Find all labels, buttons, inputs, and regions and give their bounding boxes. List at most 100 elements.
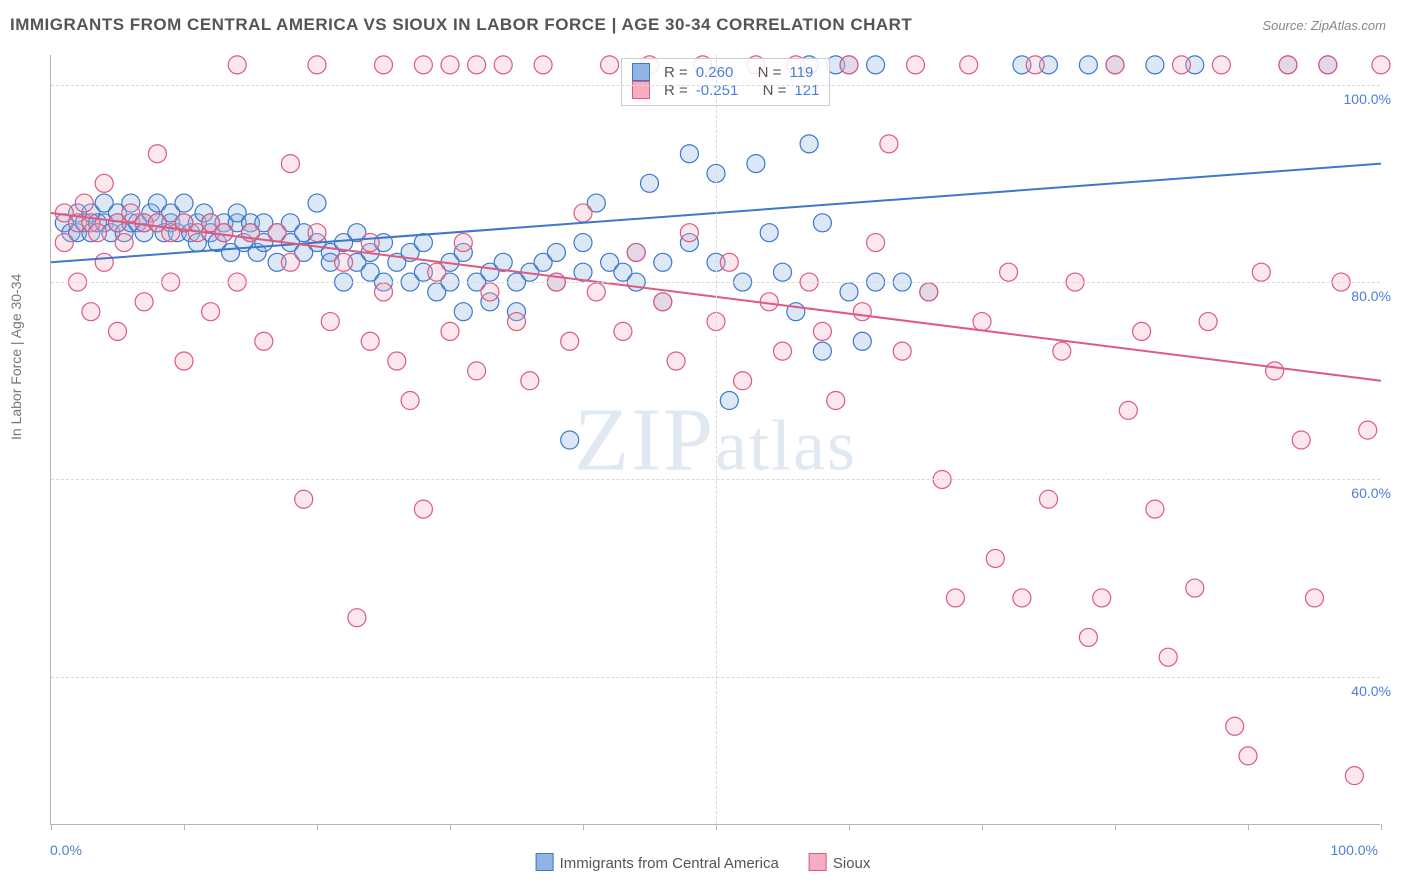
r-label: R = bbox=[664, 64, 688, 81]
data-point bbox=[800, 135, 818, 153]
data-point bbox=[321, 313, 339, 331]
x-tick bbox=[849, 824, 850, 830]
data-point bbox=[720, 253, 738, 271]
data-point bbox=[907, 56, 925, 74]
data-point bbox=[1252, 263, 1270, 281]
data-point bbox=[414, 234, 432, 252]
gridline-v bbox=[716, 55, 717, 824]
data-point bbox=[268, 224, 286, 242]
data-point bbox=[1119, 401, 1137, 419]
data-point bbox=[55, 234, 73, 252]
legend-swatch bbox=[632, 63, 650, 81]
data-point bbox=[454, 303, 472, 321]
data-point bbox=[441, 322, 459, 340]
data-point bbox=[281, 155, 299, 173]
data-point bbox=[960, 56, 978, 74]
n-label: N = bbox=[758, 64, 782, 81]
data-point bbox=[840, 283, 858, 301]
data-point bbox=[255, 332, 273, 350]
x-tick bbox=[317, 824, 318, 830]
x-tick bbox=[1115, 824, 1116, 830]
x-tick bbox=[583, 824, 584, 830]
data-point bbox=[454, 234, 472, 252]
data-point bbox=[375, 56, 393, 74]
data-point bbox=[1026, 56, 1044, 74]
data-point bbox=[1359, 421, 1377, 439]
data-point bbox=[1239, 747, 1257, 765]
data-point bbox=[760, 224, 778, 242]
data-point bbox=[335, 253, 353, 271]
data-point bbox=[547, 243, 565, 261]
data-point bbox=[920, 283, 938, 301]
x-tick bbox=[716, 824, 717, 830]
x-tick bbox=[1381, 824, 1382, 830]
data-point bbox=[1159, 648, 1177, 666]
n-value: 119 bbox=[789, 64, 813, 81]
data-point bbox=[1319, 56, 1337, 74]
data-point bbox=[1133, 322, 1151, 340]
data-point bbox=[641, 174, 659, 192]
x-tick-min: 0.0% bbox=[50, 842, 82, 858]
data-point bbox=[1000, 263, 1018, 281]
data-point bbox=[1226, 717, 1244, 735]
data-point bbox=[508, 313, 526, 331]
data-point bbox=[840, 56, 858, 74]
data-point bbox=[75, 194, 93, 212]
data-point bbox=[893, 342, 911, 360]
data-point bbox=[175, 352, 193, 370]
data-point bbox=[388, 352, 406, 370]
data-point bbox=[468, 56, 486, 74]
data-point bbox=[774, 263, 792, 281]
data-point bbox=[521, 372, 539, 390]
data-point bbox=[1173, 56, 1191, 74]
data-point bbox=[880, 135, 898, 153]
x-tick bbox=[184, 824, 185, 830]
data-point bbox=[1212, 56, 1230, 74]
data-point bbox=[481, 283, 499, 301]
data-point bbox=[867, 56, 885, 74]
data-point bbox=[1079, 628, 1097, 646]
x-tick bbox=[51, 824, 52, 830]
data-point bbox=[720, 392, 738, 410]
data-point bbox=[813, 342, 831, 360]
data-point bbox=[1199, 313, 1217, 331]
data-point bbox=[215, 224, 233, 242]
data-point bbox=[973, 313, 991, 331]
data-point bbox=[1306, 589, 1324, 607]
source-label: Source: bbox=[1262, 18, 1307, 33]
data-point bbox=[867, 234, 885, 252]
data-point bbox=[202, 303, 220, 321]
data-point bbox=[375, 283, 393, 301]
data-point bbox=[1013, 589, 1031, 607]
data-point bbox=[175, 194, 193, 212]
data-point bbox=[361, 332, 379, 350]
data-point bbox=[82, 303, 100, 321]
chart-title: IMMIGRANTS FROM CENTRAL AMERICA VS SIOUX… bbox=[10, 15, 912, 35]
y-tick-label: 100.0% bbox=[1344, 91, 1391, 107]
data-point bbox=[1053, 342, 1071, 360]
data-point bbox=[1040, 490, 1058, 508]
data-point bbox=[1345, 767, 1363, 785]
data-point bbox=[1093, 589, 1111, 607]
data-point bbox=[1146, 500, 1164, 518]
x-tick-max: 100.0% bbox=[1331, 842, 1378, 858]
data-point bbox=[680, 145, 698, 163]
data-point bbox=[601, 56, 619, 74]
data-point bbox=[494, 56, 512, 74]
data-point bbox=[348, 609, 366, 627]
data-point bbox=[1106, 56, 1124, 74]
data-point bbox=[654, 293, 672, 311]
data-point bbox=[361, 234, 379, 252]
data-point bbox=[414, 500, 432, 518]
x-tick bbox=[450, 824, 451, 830]
y-axis-label: In Labor Force | Age 30-34 bbox=[8, 274, 24, 440]
data-point bbox=[308, 56, 326, 74]
data-point bbox=[95, 253, 113, 271]
data-point bbox=[734, 372, 752, 390]
data-point bbox=[1266, 362, 1284, 380]
x-tick bbox=[1248, 824, 1249, 830]
data-point bbox=[308, 224, 326, 242]
stats-row: R = 0.260 N = 119 bbox=[632, 63, 819, 81]
data-point bbox=[853, 332, 871, 350]
y-tick-label: 60.0% bbox=[1351, 485, 1391, 501]
